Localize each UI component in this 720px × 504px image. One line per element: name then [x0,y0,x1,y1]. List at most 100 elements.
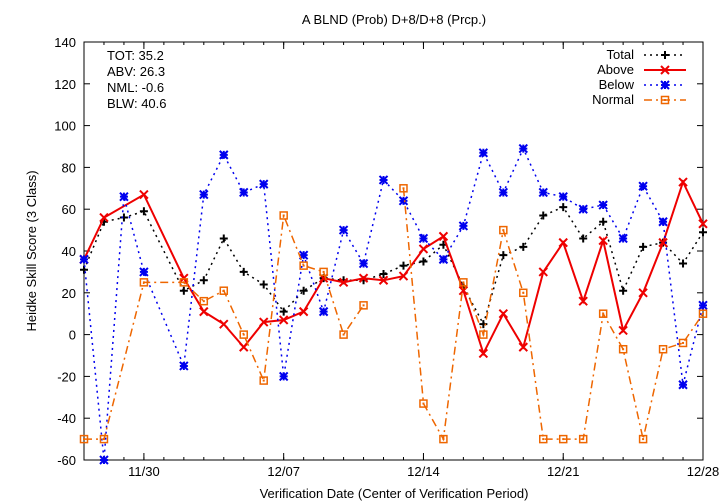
data-point [179,278,189,287]
data-point [398,196,409,206]
data-point [558,434,568,444]
stat-line: TOT: 35.2 [107,48,164,63]
data-point [99,455,109,465]
data-point [538,267,548,277]
data-point-dot [582,438,585,441]
data-point [619,286,628,295]
data-point [579,234,588,243]
data-point [358,258,369,269]
data-point [278,371,289,382]
data-point [79,434,89,444]
data-point [478,148,489,158]
data-point [279,307,288,316]
data-point [399,261,408,270]
x-tick-label: 12/21 [547,464,580,479]
data-point [679,259,688,268]
series-line [84,215,365,440]
y-tick-label: 120 [54,77,76,92]
data-point [99,212,109,223]
data-point [698,219,708,229]
data-point [338,225,349,235]
data-point [259,376,268,385]
data-point [658,217,668,227]
legend-label: Above [597,62,634,77]
data-point [259,280,268,289]
data-point [378,275,389,285]
data-point [79,254,89,265]
data-point [219,286,229,295]
data-point [199,296,209,306]
stat-line: NML: -0.6 [107,80,164,95]
data-point [618,344,628,354]
y-tick-label: -40 [57,411,76,426]
data-point-dot [482,333,485,336]
data-point-dot [442,438,445,441]
data-point [219,319,229,329]
data-point [499,251,508,260]
data-point-dot [662,348,665,351]
data-point [80,265,88,274]
stat-line: ABV: 26.3 [107,64,165,79]
data-point [519,242,528,251]
data-point [598,235,608,246]
data-point [119,191,129,202]
data-point [139,189,149,200]
data-point [119,213,128,222]
data-point [298,306,309,317]
data-point [338,277,349,288]
data-point [439,434,448,444]
data-point [139,267,149,277]
data-point-dot [242,333,245,336]
y-tick-label: 140 [54,35,76,50]
data-point [678,338,688,348]
data-point-dot [542,438,545,441]
data-point [239,267,248,276]
data-point [339,330,348,339]
data-point [418,244,429,254]
data-point [559,203,568,212]
y-tick-label: 80 [62,160,76,175]
data-point-dot [502,229,505,232]
data-point-dot [282,214,285,217]
data-point [499,225,508,235]
data-point [598,200,608,210]
data-point [678,177,688,187]
data-point-dot [522,291,525,294]
data-point [278,315,289,325]
legend-label: Total [607,47,635,62]
data-point [618,325,628,336]
data-point [239,187,249,198]
y-tick-label: 100 [54,119,76,134]
y-tick-label: 40 [62,244,76,259]
data-point [639,242,648,251]
data-point [638,288,648,298]
data-point [318,306,329,317]
data-point [599,217,608,226]
data-point-dot [322,270,325,273]
x-tick-label: 11/30 [128,464,160,479]
data-point [438,254,449,265]
data-point [219,150,229,160]
data-point [319,267,328,277]
data-point-dot [202,300,205,303]
data-point [259,179,269,189]
data-point [660,80,670,90]
data-point [458,221,469,231]
data-point [598,309,608,318]
series-line [83,179,704,357]
data-point [699,228,707,237]
data-point-dot [402,187,405,190]
legend-label: Normal [592,92,634,107]
data-point [139,278,149,287]
data-point [519,288,528,298]
data-point [558,237,568,248]
chart-title: A BLND (Prob) D+8/D+8 (Prcp.) [302,12,486,27]
data-point [578,204,588,214]
data-point-dot [682,341,685,344]
data-point [459,278,468,287]
data-point [539,211,548,220]
data-point [538,187,548,198]
data-point-dot [262,379,265,382]
data-point [179,286,188,295]
